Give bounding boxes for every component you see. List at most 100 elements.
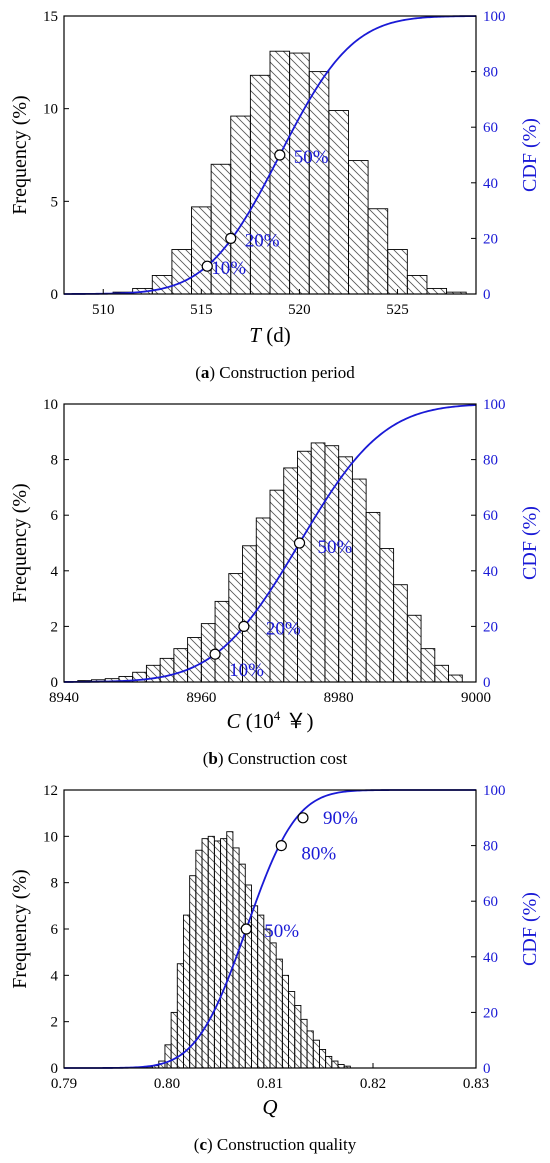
histogram-bar xyxy=(191,206,212,295)
y-axis-label-right: CDF (%) xyxy=(519,506,541,580)
y-tick-label: 4 xyxy=(51,564,59,580)
percentile-marker xyxy=(201,260,213,272)
x-tick-label: 525 xyxy=(386,302,409,318)
histogram-bar xyxy=(164,1044,172,1069)
histogram-bar xyxy=(325,1055,333,1069)
x-axis-symbol: C xyxy=(226,709,241,733)
y-axis-label-right: CDF (%) xyxy=(519,118,541,192)
y-axis-label-left: Frequency (%) xyxy=(9,95,31,214)
histogram-bar xyxy=(338,456,353,683)
histogram-bar xyxy=(312,1039,320,1069)
y-right-tick-label: 100 xyxy=(483,783,506,799)
x-axis-unit: (10 xyxy=(241,709,274,733)
histogram-bar xyxy=(207,835,215,1069)
caption-text: Construction period xyxy=(219,363,355,382)
histogram-bar xyxy=(183,914,191,1069)
plot-area: 10%20%50%8940 8960 8980 9000024681002040608… xyxy=(43,397,506,706)
y-tick-label: 10 xyxy=(43,397,58,413)
histogram-bar xyxy=(379,548,395,683)
y-right-tick-label: 80 xyxy=(483,453,498,469)
x-tick-label: 520 xyxy=(288,302,311,318)
histogram-bar xyxy=(187,637,202,683)
histogram-bar xyxy=(420,648,436,683)
y-right-tick-label: 80 xyxy=(483,839,498,855)
x-tick-label: 510 xyxy=(92,302,115,318)
x-tick-label: 515 xyxy=(190,302,213,318)
y-tick-label: 15 xyxy=(43,9,58,25)
histogram-bar xyxy=(426,287,448,295)
percentile-label: 90% xyxy=(323,808,358,829)
histogram-bar xyxy=(300,1018,308,1069)
y-right-tick-label: 60 xyxy=(483,894,498,910)
histogram-bar xyxy=(269,489,285,683)
x-tick-label: 8960 xyxy=(186,690,216,706)
histogram-bar xyxy=(214,600,230,683)
histogram-bar xyxy=(387,249,408,295)
histogram-bar xyxy=(351,478,367,683)
y-right-tick-label: 40 xyxy=(483,950,498,966)
y-axis-label-left: Frequency (%) xyxy=(9,869,31,988)
x-tick-label: 8940 xyxy=(49,690,79,706)
histogram-bar xyxy=(434,664,449,683)
histogram-bar xyxy=(318,1049,327,1069)
percentile-label: 50% xyxy=(264,921,299,942)
panel-caption: (b) Construction cost xyxy=(203,749,348,768)
y-tick-label: 6 xyxy=(51,922,59,938)
percentile-marker xyxy=(274,149,286,161)
histogram-bar xyxy=(294,1005,302,1069)
plot-area: 50%80%90%0.79 0.80 0.81 0.82 0.8302468101202… xyxy=(43,783,506,1092)
y-tick-label: 0 xyxy=(51,287,59,303)
histogram-bar xyxy=(281,974,289,1069)
percentile-marker xyxy=(293,537,306,549)
y-tick-label: 10 xyxy=(43,102,58,118)
y-tick-label: 0 xyxy=(51,1061,59,1077)
x-tick-label: 0.80 xyxy=(154,1076,180,1092)
percentile-label: 80% xyxy=(301,844,336,865)
histogram-bar xyxy=(328,110,349,295)
cdf-curve xyxy=(64,404,477,683)
percentile-marker xyxy=(209,648,221,660)
panel-c-construction-quality: Frequency (%) CDF (%) 50% 80% 90% 0.79 0.80 0… xyxy=(9,783,541,1154)
x-axis-label: C (104 ￥) xyxy=(226,708,313,733)
y-right-tick-label: 100 xyxy=(483,9,506,25)
x-axis-unit-tail: ￥) xyxy=(280,709,313,733)
x-axis-unit: (d) xyxy=(261,323,291,347)
caption-text: Construction cost xyxy=(228,749,348,768)
histogram-bar xyxy=(367,208,389,295)
histogram-bar xyxy=(406,275,428,295)
caption-letter: a xyxy=(201,363,210,382)
histogram-bar xyxy=(269,942,277,1069)
histogram-bar xyxy=(249,74,271,295)
histogram-bar xyxy=(348,160,369,295)
histogram-bar xyxy=(289,52,310,295)
histogram-bar xyxy=(308,71,330,295)
histogram-bar xyxy=(176,963,184,1069)
y-right-tick-label: 20 xyxy=(483,1005,498,1021)
x-axis-unit-exponent: 4 xyxy=(274,708,281,723)
x-tick-label: 0.81 xyxy=(257,1076,283,1092)
caption-letter: c xyxy=(199,1135,207,1154)
percentile-label: 50% xyxy=(294,147,329,168)
cdf-curve xyxy=(64,15,477,295)
y-right-tick-label: 0 xyxy=(483,287,491,303)
y-tick-label: 4 xyxy=(51,968,59,984)
histogram-bar xyxy=(220,838,228,1069)
percentile-label: 20% xyxy=(266,618,301,639)
percentile-label: 10% xyxy=(211,258,246,279)
histogram-bar xyxy=(306,1030,314,1069)
panel-caption: (c) Construction quality xyxy=(194,1135,357,1154)
y-right-tick-label: 100 xyxy=(483,397,506,413)
histogram-bar xyxy=(171,249,192,295)
y-tick-label: 8 xyxy=(51,453,59,469)
panel-b-construction-cost: Frequency (%) CDF (%) 10%20% 50% 8940 8960 8… xyxy=(9,397,541,768)
plot-frame xyxy=(63,15,477,295)
y-tick-label: 2 xyxy=(51,1015,59,1031)
panel-caption: (a) Construction period xyxy=(195,363,355,382)
histogram-bar xyxy=(324,445,340,683)
histogram-bar xyxy=(189,875,197,1069)
histogram-bar xyxy=(173,648,189,683)
y-right-tick-label: 20 xyxy=(483,619,498,635)
y-right-tick-label: 80 xyxy=(483,65,498,81)
histogram-bar xyxy=(213,840,222,1069)
